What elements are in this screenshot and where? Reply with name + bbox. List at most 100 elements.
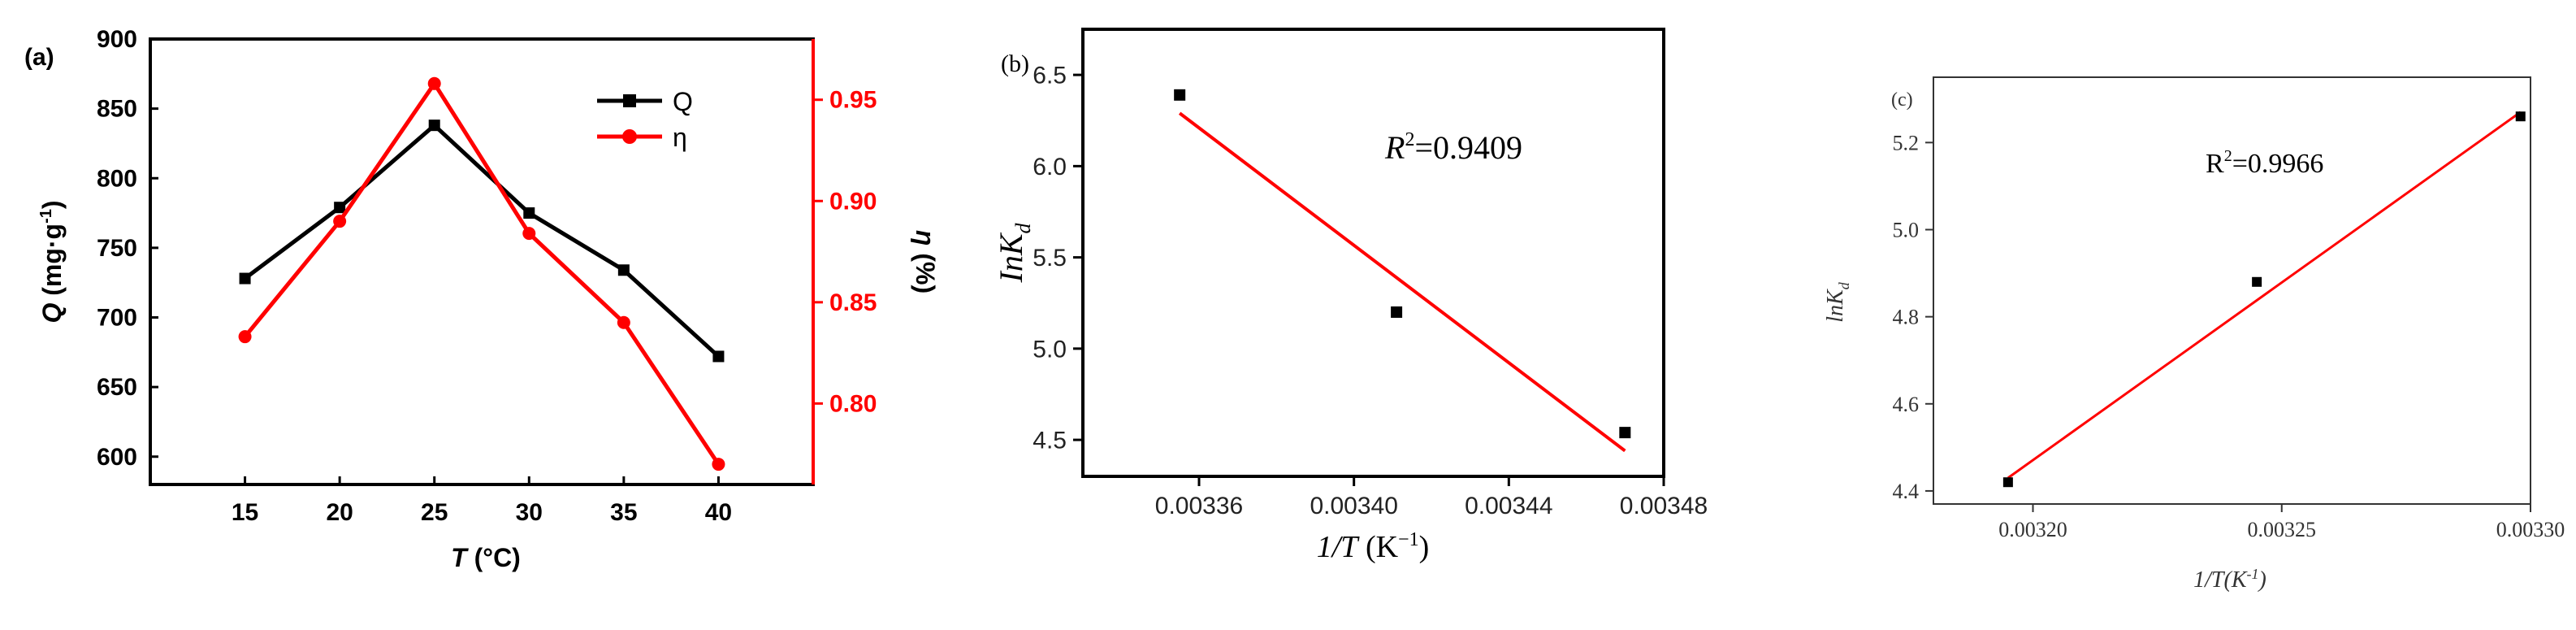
panel-b-points — [1174, 89, 1631, 439]
panel-c-label: (c) — [1891, 89, 1913, 111]
legend-eta-marker — [622, 129, 637, 144]
panel-c-y-tick-label: 4.6 — [1893, 393, 1920, 416]
panel-b-y-axis-title: InKd — [993, 223, 1035, 284]
panel-b-fit-line — [1178, 111, 1626, 453]
panel-b-data-point — [1619, 427, 1631, 439]
panel-a-left-y-axis-title: Q (mg·g-1) — [37, 200, 67, 323]
legend-item-eta: η — [597, 123, 687, 152]
panel-a-point-q — [428, 119, 440, 132]
panel-a-x-tick-label: 30 — [516, 499, 543, 526]
panel-c-x-tick-label: 0.00325 — [2248, 518, 2317, 541]
legend-q-label: Q — [673, 87, 693, 116]
panel-a-left-y-label-sup: -1 — [37, 209, 55, 224]
panel-c-y-axis-title: lnKd — [1823, 281, 1852, 322]
panel-c-r2-var: R — [2206, 149, 2224, 179]
panel-a-point-eta — [522, 227, 536, 241]
panel-a-left-y-label: Q (mg·g-1) — [37, 200, 67, 323]
panel-c: (c) 0.00320 0.00325 0.00330 4.4 4.6 4.8 5.0 5.… — [1823, 76, 2565, 593]
panel-c-y-tick-label: 5.0 — [1893, 219, 1920, 242]
panel-a-left-y-tick-label: 850 — [97, 96, 137, 123]
panel-c-y-label-sub: d — [1836, 281, 1852, 289]
panel-a-point-eta — [238, 330, 252, 344]
panel-a-right-y-tick-label: 0.85 — [829, 289, 877, 316]
panel-a-x-tick-label: 15 — [232, 499, 258, 526]
panel-b-fit-line-group — [1178, 111, 1626, 453]
panel-b-x-axis: 0.00336 0.00340 0.00344 0.00348 — [1155, 476, 1708, 519]
panel-b-label: (b) — [1001, 50, 1029, 77]
panel-c-data-point — [2515, 111, 2526, 122]
panel-a-right-y-label-unit: (%) — [911, 245, 940, 293]
panel-a-label: (a) — [24, 44, 54, 71]
panel-c-data-point — [2002, 477, 2013, 488]
panel-b-y-tick-label: 5.5 — [1033, 245, 1067, 272]
panel-c-y-label: lnKd — [1823, 281, 1852, 322]
panel-a-x-axis: 15 20 25 30 35 40 — [232, 476, 732, 526]
panel-a-point-eta — [427, 76, 441, 90]
panel-b-x-axis-title: 1/T (K−1) — [1317, 529, 1430, 564]
panel-b-y-label-sub: d — [1011, 223, 1035, 234]
panel-a-legend: Q η — [597, 87, 693, 152]
panel-c-x-label-close: ) — [2258, 567, 2266, 593]
legend-eta-label: η — [673, 123, 687, 152]
panel-a-left-y-tick-label: 800 — [97, 165, 137, 192]
panel-b-x-tick-label: 0.00344 — [1465, 493, 1552, 519]
panel-b-plot-frame — [1081, 28, 1665, 478]
panel-c-fit-line-group — [2007, 111, 2522, 480]
panel-a-x-tick-label: 40 — [705, 499, 732, 526]
panel-b-x-label-main: 1/T — [1317, 530, 1361, 564]
panel-c-plot-frame — [1933, 76, 2531, 505]
panel-a-left-y-label-unit: (mg·g — [37, 224, 67, 303]
panel-c-y-tick-label: 4.8 — [1893, 306, 1920, 329]
panel-b-y-axis: 4.5 5.0 5.5 6.0 6.5 — [1033, 63, 1083, 454]
panel-b-x-tick-label: 0.00348 — [1620, 493, 1708, 519]
panel-a-x-tick-label: 20 — [326, 499, 353, 526]
panel-a-series — [238, 76, 725, 471]
panel-a-x-label-var: T — [451, 543, 469, 572]
panel-b-y-label-main: InK — [993, 232, 1029, 283]
panel-a: (a) 15 20 25 30 35 40 600 650 700 750 800 850 900 0… — [24, 26, 940, 572]
panel-c-y-axis: 4.4 4.6 4.8 5.0 5.2 — [1893, 131, 1933, 503]
panel-b-y-tick-label: 5.0 — [1033, 336, 1067, 363]
panel-a-right-y-label: η (%) — [911, 230, 940, 293]
panel-c-y-tick-label: 4.4 — [1893, 480, 1920, 503]
panel-a-right-y-tick-label: 0.90 — [829, 188, 877, 215]
panel-c-x-tick-label: 0.00320 — [1998, 518, 2067, 541]
panel-a-x-axis-title: T (°C) — [451, 543, 521, 572]
panel-a-right-y-tick-label: 0.95 — [829, 87, 877, 114]
panel-c-r2-annotation: R2=0.9966 — [2206, 147, 2323, 179]
panel-a-point-q — [523, 207, 535, 219]
panel-c-r2-sup: 2 — [2224, 147, 2232, 165]
panel-a-series-line-q — [244, 122, 721, 358]
panel-b-y-tick-label: 4.5 — [1033, 428, 1067, 454]
panel-c-y-label-main: lnK — [1823, 289, 1848, 323]
panel-a-series-line-eta — [243, 80, 721, 466]
panel-a-right-y-tick-label: 0.80 — [829, 390, 877, 417]
panel-a-left-y-label-var: Q — [37, 303, 67, 324]
panel-a-point-eta — [333, 215, 347, 228]
panel-b-y-label: InKd — [993, 223, 1035, 284]
panel-c-y-tick-label: 5.2 — [1893, 131, 1920, 154]
panel-a-point-eta — [617, 315, 630, 329]
panel-b-r2-value: =0.9409 — [1414, 129, 1522, 166]
panel-b-x-label-unit: (K — [1357, 530, 1398, 564]
panel-a-left-y-tick-label: 650 — [97, 374, 137, 401]
panel-c-x-label-main: 1/T(K — [2193, 567, 2248, 593]
panel-b-data-point — [1174, 89, 1186, 101]
panel-a-left-y-tick-label: 600 — [97, 444, 137, 471]
panel-a-left-y-tick-label: 700 — [97, 305, 137, 332]
legend-item-q: Q — [597, 87, 693, 116]
panel-b-data-point — [1391, 306, 1403, 318]
panel-a-point-q — [712, 350, 725, 363]
panel-a-left-y-tick-label: 900 — [97, 26, 137, 53]
panel-a-left-y-tick-label: 750 — [97, 235, 137, 262]
panel-b-x-tick-label: 0.00340 — [1310, 493, 1397, 519]
panel-a-right-y-axis-title: η (%) — [911, 230, 940, 293]
panel-c-r2-value: =0.9966 — [2232, 149, 2324, 179]
panel-b-r2-annotation: R2=0.9409 — [1384, 129, 1522, 166]
panel-b-x-tick-label: 0.00336 — [1155, 493, 1243, 519]
panel-a-point-q — [617, 264, 630, 276]
panel-a-x-tick-label: 35 — [610, 499, 637, 526]
panel-b-x-label-sup: −1 — [1398, 529, 1419, 550]
panel-a-point-q — [334, 202, 346, 214]
